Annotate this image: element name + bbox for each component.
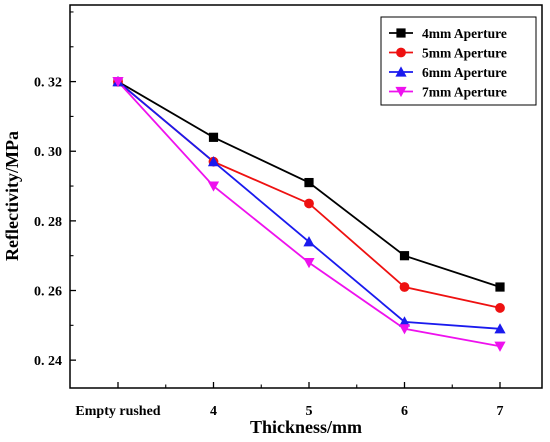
legend-label: 7mm Aperture	[422, 85, 507, 100]
data-point	[494, 341, 506, 352]
legend-marker	[396, 47, 406, 58]
y-axis-ticks: 0. 24 0. 26 0. 28 0. 30 0. 32	[34, 11, 76, 369]
legend-box	[380, 16, 537, 106]
series-layer	[112, 76, 506, 352]
x-tick-label: 7	[497, 404, 504, 419]
data-point	[303, 236, 315, 247]
x-tick-label: Empty rushed	[75, 404, 160, 419]
data-point	[304, 198, 314, 209]
legend-label: 6mm Aperture	[422, 65, 507, 80]
y-tick-label: 0. 30	[34, 145, 62, 160]
x-axis-ticks: Empty rushed 4 5 6 7	[75, 382, 504, 419]
y-tick-label: 0. 26	[34, 285, 62, 300]
legend-marker	[395, 86, 407, 98]
plot-frame	[69, 4, 543, 389]
data-point	[112, 77, 124, 88]
data-point	[494, 323, 506, 334]
data-point	[399, 251, 410, 261]
legend-marker	[395, 66, 407, 77]
data-point	[303, 258, 315, 269]
data-point	[495, 282, 505, 292]
data-point	[399, 282, 410, 292]
legend: 4mm Aperture 5mm Aperture 6mm Aperture 7mm …	[380, 16, 537, 106]
legend-label: 4mm Aperture	[422, 26, 507, 41]
data-point	[207, 181, 220, 192]
legend-items: 4mm Aperture 5mm Aperture 6mm Aperture 7mm …	[389, 26, 507, 100]
data-point	[208, 132, 219, 142]
y-tick-label: 0. 32	[34, 76, 62, 91]
data-point	[398, 324, 411, 335]
series-line	[117, 80, 501, 348]
data-point	[495, 303, 505, 313]
x-axis-title: Thickness/mm	[250, 417, 362, 437]
legend-label: 5mm Aperture	[422, 46, 507, 61]
y-axis-title: Reflectivity/MPa	[2, 131, 22, 261]
legend-marker	[396, 28, 406, 38]
x-tick-label: 5	[306, 404, 313, 419]
data-point	[207, 156, 220, 167]
data-point	[398, 316, 411, 327]
x-tick-label: 4	[210, 404, 217, 419]
x-tick-label: 6	[401, 404, 408, 419]
y-tick-label: 0. 28	[34, 215, 62, 230]
y-tick-label: 0. 24	[34, 354, 62, 369]
data-point	[304, 177, 314, 188]
